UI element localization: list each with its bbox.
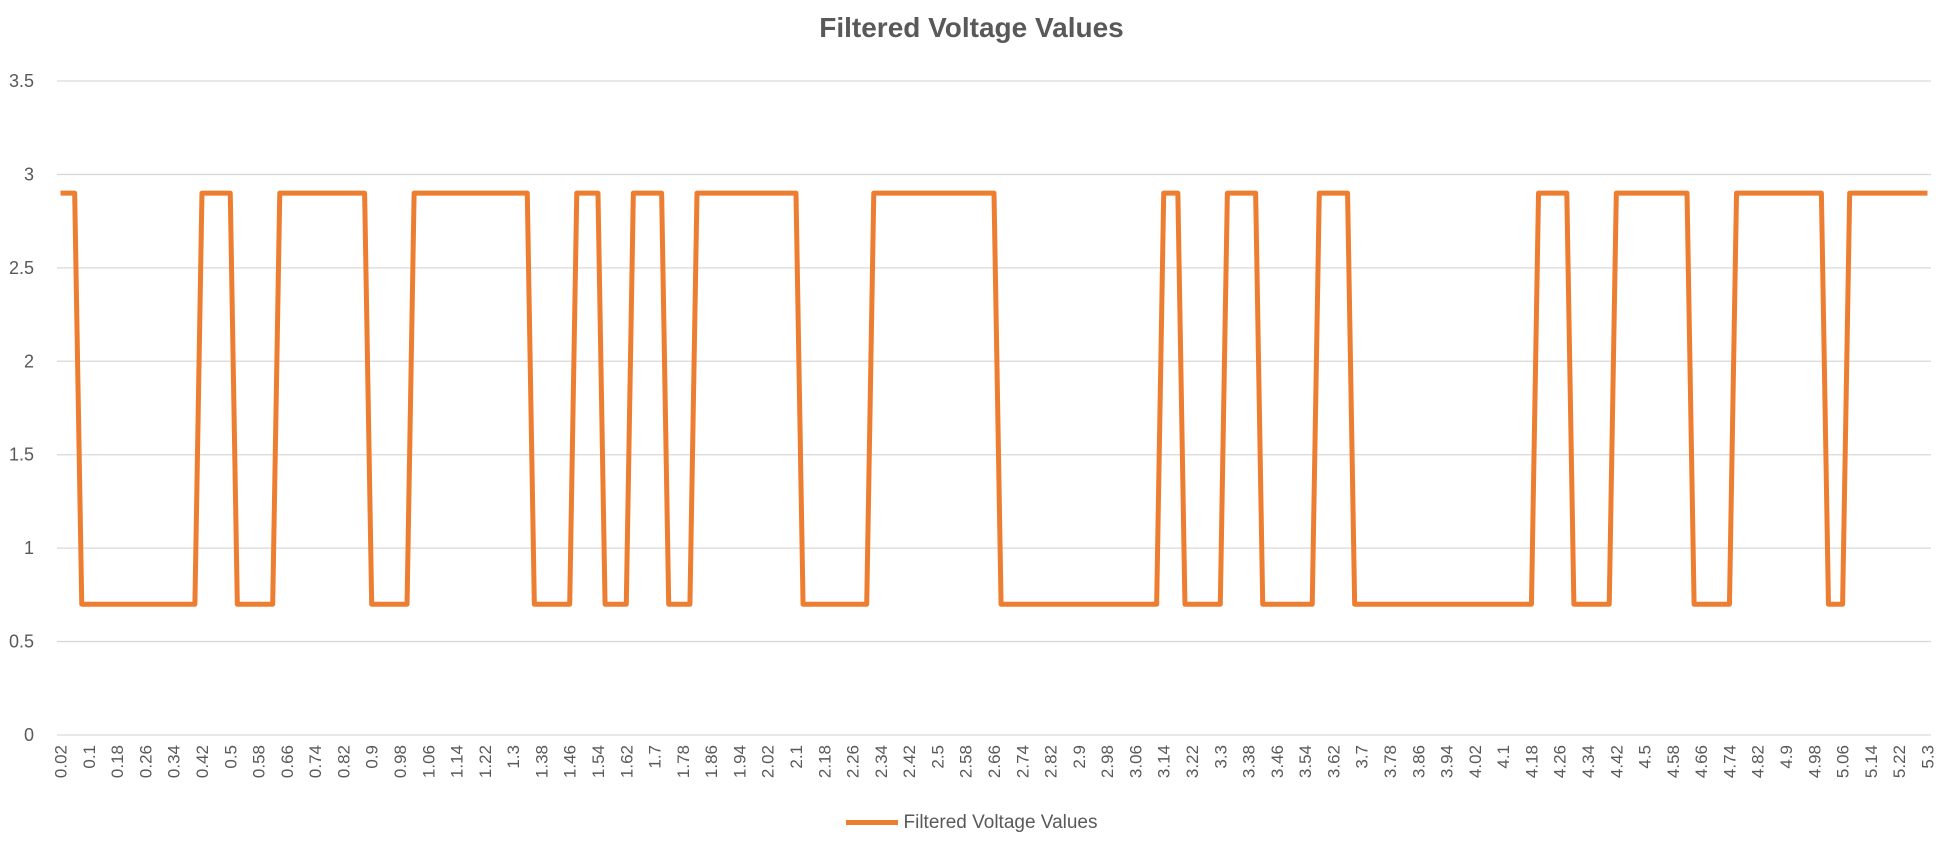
- x-tick-label: 2.58: [957, 745, 976, 778]
- x-tick-label: 0.58: [250, 745, 269, 778]
- x-tick-label: 2.66: [985, 745, 1004, 778]
- x-tick-label: 3.94: [1438, 745, 1457, 778]
- y-tick-label: 0: [24, 725, 34, 745]
- x-tick-label: 3.7: [1353, 745, 1372, 769]
- x-tick-label: 1.46: [561, 745, 580, 778]
- x-tick-label: 0.42: [193, 745, 212, 778]
- x-tick-label: 2.74: [1013, 745, 1032, 778]
- x-tick-label: 4.42: [1607, 745, 1626, 778]
- y-axis-ticks: 0 0.5 1 1.5 2 2.5 3 3.5: [9, 71, 34, 745]
- x-tick-label: 4.1: [1494, 745, 1513, 769]
- x-tick-label: 4.34: [1579, 745, 1598, 778]
- x-tick-label: 1.62: [617, 745, 636, 778]
- x-tick-label: 0.18: [108, 745, 127, 778]
- x-tick-label: 0.26: [136, 745, 155, 778]
- x-tick-label: 0.5: [221, 745, 240, 769]
- legend-swatch: [845, 820, 898, 826]
- x-tick-label: 2.42: [900, 745, 919, 778]
- x-tick-label: 4.98: [1805, 745, 1824, 778]
- x-tick-label: 4.26: [1551, 745, 1570, 778]
- x-tick-label: 1.86: [702, 745, 721, 778]
- x-tick-label: 3.54: [1296, 745, 1315, 778]
- x-axis-ticks: 0.02 0.1 0.18 0.26 0.34 0.42 0.5 0.58 0.66 0.74 0.…: [52, 745, 1938, 778]
- x-tick-label: 3.38: [1240, 745, 1259, 778]
- y-tick-label: 0.5: [9, 632, 34, 652]
- x-tick-label: 3.46: [1268, 745, 1287, 778]
- x-tick-label: 0.34: [165, 745, 184, 778]
- x-tick-label: 0.66: [278, 745, 297, 778]
- x-tick-label: 4.18: [1522, 745, 1541, 778]
- x-tick-label: 2.18: [815, 745, 834, 778]
- x-tick-label: 2.26: [844, 745, 863, 778]
- x-tick-label: 0.02: [52, 745, 71, 778]
- x-tick-label: 5.06: [1834, 745, 1853, 778]
- y-tick-label: 1.5: [9, 445, 34, 465]
- x-tick-label: 2.9: [1070, 745, 1089, 769]
- y-tick-label: 2: [24, 351, 34, 371]
- x-tick-label: 2.5: [928, 745, 947, 769]
- x-tick-label: 3.78: [1381, 745, 1400, 778]
- y-tick-label: 3.5: [9, 71, 34, 91]
- x-tick-label: 0.1: [80, 745, 99, 769]
- x-tick-label: 1.38: [532, 745, 551, 778]
- x-tick-label: 2.34: [872, 745, 891, 778]
- x-tick-label: 4.9: [1777, 745, 1796, 769]
- x-tick-label: 0.82: [334, 745, 353, 778]
- x-tick-label: 2.82: [1042, 745, 1061, 778]
- x-tick-label: 3.3: [1211, 745, 1230, 769]
- x-tick-label: 1.94: [730, 745, 749, 778]
- x-tick-label: 3.14: [1155, 745, 1174, 778]
- chart-title: Filtered Voltage Values: [819, 12, 1124, 43]
- x-tick-label: 4.66: [1692, 745, 1711, 778]
- x-tick-label: 5.22: [1890, 745, 1909, 778]
- series-layer: [60, 190, 1928, 607]
- x-tick-label: 5.14: [1862, 745, 1881, 778]
- x-tick-label: 3.86: [1409, 745, 1428, 778]
- x-tick-label: 4.74: [1720, 745, 1739, 778]
- x-tick-label: 1.54: [589, 745, 608, 778]
- y-tick-label: 2.5: [9, 258, 34, 278]
- x-tick-label: 4.02: [1466, 745, 1485, 778]
- x-tick-label: 0.9: [363, 745, 382, 769]
- x-tick-label: 2.02: [759, 745, 778, 778]
- x-tick-label: 4.5: [1636, 745, 1655, 769]
- legend-label: Filtered Voltage Values: [903, 812, 1098, 833]
- gridlines: [57, 80, 1931, 736]
- x-tick-label: 2.98: [1098, 745, 1117, 778]
- y-tick-label: 1: [24, 538, 34, 558]
- x-tick-label: 1.7: [646, 745, 665, 769]
- x-tick-label: 1.14: [448, 745, 467, 778]
- y-tick-label: 3: [24, 164, 34, 184]
- x-tick-label: 1.22: [476, 745, 495, 778]
- x-tick-label: 3.62: [1324, 745, 1343, 778]
- x-tick-label: 4.58: [1664, 745, 1683, 778]
- x-tick-label: 4.82: [1749, 745, 1768, 778]
- x-tick-label: 0.74: [306, 745, 325, 778]
- x-tick-label: 1.78: [674, 745, 693, 778]
- x-tick-label: 1.3: [504, 745, 523, 769]
- x-tick-label: 3.06: [1126, 745, 1145, 778]
- x-tick-label: 1.06: [419, 745, 438, 778]
- series-line-0: [60, 190, 1928, 607]
- x-tick-label: 5.3: [1918, 745, 1937, 769]
- x-tick-label: 3.22: [1183, 745, 1202, 778]
- x-tick-label: 2.1: [787, 745, 806, 769]
- x-tick-label: 0.98: [391, 745, 410, 778]
- legend: Filtered Voltage Values: [0, 812, 1943, 834]
